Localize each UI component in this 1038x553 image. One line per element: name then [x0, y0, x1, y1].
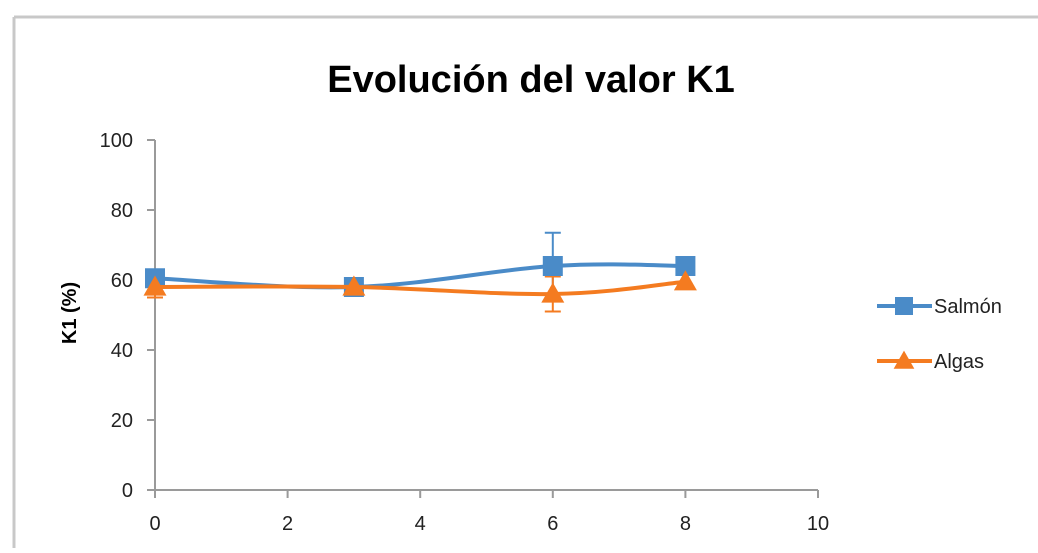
y-tick-label: 40 [111, 340, 133, 362]
legend-marker [893, 350, 915, 369]
series-line [154, 279, 686, 297]
y-tick-label: 0 [122, 480, 133, 502]
y-axis-label: K1 (%) [59, 282, 81, 344]
y-tick-label: 100 [100, 130, 133, 152]
y-tick-label: 80 [111, 200, 133, 222]
series-algas [143, 270, 697, 303]
legend: Salmón Algas [877, 296, 1002, 373]
x-tick-label: 0 [149, 513, 160, 535]
series-line [154, 262, 686, 290]
legend-label: Salmón [934, 296, 1002, 318]
x-tick-label: 2 [282, 513, 293, 535]
data-point [673, 270, 697, 291]
data-point [675, 256, 696, 276]
y-tick-label: 20 [111, 410, 133, 432]
chart-title: Evolución del valor K1 [327, 59, 735, 101]
x-tick-label: 10 [807, 513, 829, 535]
data-point [342, 275, 366, 296]
data-point [541, 282, 565, 303]
plot-area [143, 256, 697, 303]
legend-marker [895, 297, 913, 315]
x-tick-label: 4 [415, 513, 426, 535]
data-point [143, 275, 167, 296]
y-tick-label: 60 [111, 270, 133, 292]
legend-item-algas: Algas [877, 350, 984, 373]
axes: 0 20 40 60 80 100 0 2 4 6 8 10 [100, 130, 830, 535]
legend-label: Algas [934, 351, 984, 373]
legend-item-salmon: Salmón [877, 296, 1002, 318]
x-tick-label: 6 [547, 513, 558, 535]
x-tick-label: 8 [680, 513, 691, 535]
data-point [542, 256, 563, 276]
